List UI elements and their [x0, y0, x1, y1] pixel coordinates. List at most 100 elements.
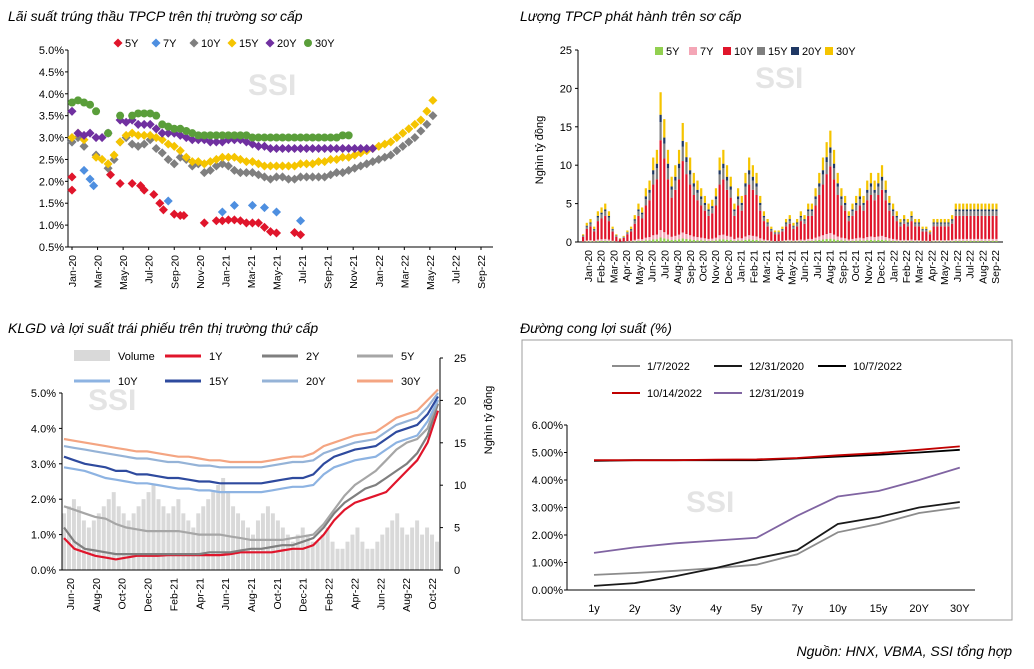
bar-segment-30Y — [755, 172, 758, 184]
legend-label-30Y: 30Y — [401, 376, 421, 388]
bar-segment-30Y — [722, 149, 725, 164]
volume-bar — [131, 513, 136, 570]
point-20Y — [151, 124, 161, 134]
bar-segment-15Y — [615, 235, 618, 237]
bar-segment-15Y — [818, 186, 821, 195]
volume-bar — [390, 520, 395, 570]
bar-segment-20Y — [987, 209, 991, 212]
bar-segment-5Y — [969, 240, 972, 242]
point-5Y — [155, 198, 165, 208]
volume-bar — [241, 520, 246, 570]
bar-segment-10Y — [666, 179, 670, 235]
bar-segment-10Y — [777, 234, 780, 242]
point-20Y — [157, 128, 167, 138]
bar-segment-5Y — [836, 239, 839, 242]
bar-segment-10Y — [611, 231, 614, 241]
y-tick-label-left: 1.0% — [31, 530, 56, 542]
x-tick-label: Jan-20 — [67, 255, 79, 287]
bar-segment-10Y — [604, 215, 607, 239]
bar-segment-15Y — [984, 211, 987, 216]
point-5Y — [149, 189, 159, 199]
bar-segment-15Y — [925, 229, 928, 232]
bar-segment-7Y — [866, 237, 869, 241]
volume-bar — [420, 534, 425, 570]
point-30Y — [176, 124, 185, 133]
point-30Y — [266, 133, 275, 142]
bar-segment-5Y — [932, 241, 935, 242]
volume-bar — [186, 520, 191, 570]
bar-segment-20Y — [725, 176, 729, 181]
bar-segment-10Y — [600, 218, 603, 240]
bar-segment-20Y — [936, 222, 939, 224]
bar-segment-15Y — [707, 211, 710, 216]
point-5Y — [223, 215, 233, 225]
x-tick-label: Apr-20 — [621, 250, 633, 282]
bar-segment-7Y — [825, 234, 828, 240]
bar-segment-20Y — [925, 228, 928, 230]
bar-segment-15Y — [980, 211, 983, 216]
bar-segment-5Y — [965, 240, 969, 242]
point-15Y — [314, 157, 324, 167]
chart-title-issuance: Lượng TPCP phát hành trên sơ cấp — [520, 8, 742, 24]
volume-bar — [325, 527, 330, 570]
point-10Y — [157, 148, 167, 158]
bar-segment-15Y — [711, 208, 714, 214]
bar-segment-7Y — [770, 240, 773, 242]
bar-segment-30Y — [891, 203, 895, 210]
point-30Y — [212, 131, 221, 140]
bar-segment-30Y — [685, 142, 688, 158]
x-tick-label: Dec-21 — [298, 578, 310, 612]
bar-segment-10Y — [836, 194, 839, 237]
bar-segment-30Y — [593, 226, 596, 229]
bar-segment-5Y — [633, 241, 636, 242]
series-line-30Y — [63, 388, 439, 464]
bar-segment-15Y — [958, 211, 961, 216]
bar-segment-20Y — [980, 209, 983, 212]
y-tick-label: 2.0% — [39, 176, 64, 188]
bar-segment-10Y — [748, 184, 751, 236]
point-10Y — [235, 168, 245, 178]
bar-segment-7Y — [910, 239, 913, 242]
bar-segment-15Y — [784, 223, 788, 227]
bar-segment-30Y — [995, 203, 998, 210]
point-7Y — [79, 165, 89, 175]
bar-segment-15Y — [903, 220, 906, 224]
bar-segment-20Y — [984, 209, 987, 212]
bar-segment-20Y — [832, 163, 836, 169]
bar-segment-10Y — [618, 239, 622, 242]
bar-segment-30Y — [962, 203, 965, 210]
bar-segment-30Y — [965, 203, 969, 210]
bar-segment-10Y — [762, 221, 766, 240]
x-tick-label: 7y — [791, 603, 803, 615]
bar-segment-10Y — [674, 189, 677, 236]
y-tick-label-left: 4.0% — [31, 423, 56, 435]
bar-segment-20Y — [858, 196, 861, 199]
volume-bar — [226, 492, 231, 570]
bar-segment-7Y — [703, 238, 706, 241]
bar-segment-20Y — [921, 228, 924, 230]
bar-segment-10Y — [917, 226, 921, 241]
bar-segment-30Y — [958, 203, 961, 210]
bar-segment-30Y — [836, 172, 839, 184]
legend-label-15Y: 15Y — [239, 38, 259, 50]
bar-segment-5Y — [840, 240, 843, 242]
legend-label-2Y: 2Y — [306, 351, 320, 363]
bar-segment-30Y — [759, 195, 762, 203]
bar-segment-10Y — [652, 184, 655, 236]
point-30Y — [344, 131, 353, 140]
bar-segment-20Y — [652, 170, 655, 175]
bar-segment-30Y — [969, 203, 972, 210]
bar-segment-20Y — [829, 147, 832, 153]
x-tick-label: Aug-22 — [401, 578, 413, 612]
bar-segment-5Y — [906, 241, 909, 242]
bar-segment-30Y — [910, 211, 913, 216]
volume-bar — [430, 534, 435, 570]
x-tick-label: 10y — [829, 603, 847, 615]
point-30Y — [254, 133, 263, 142]
point-20Y — [253, 141, 263, 151]
legend-marker-7Y — [151, 38, 161, 48]
bar-segment-10Y — [681, 161, 684, 233]
bar-segment-30Y — [810, 203, 814, 210]
point-30Y — [200, 131, 209, 140]
bar-segment-5Y — [947, 241, 950, 242]
